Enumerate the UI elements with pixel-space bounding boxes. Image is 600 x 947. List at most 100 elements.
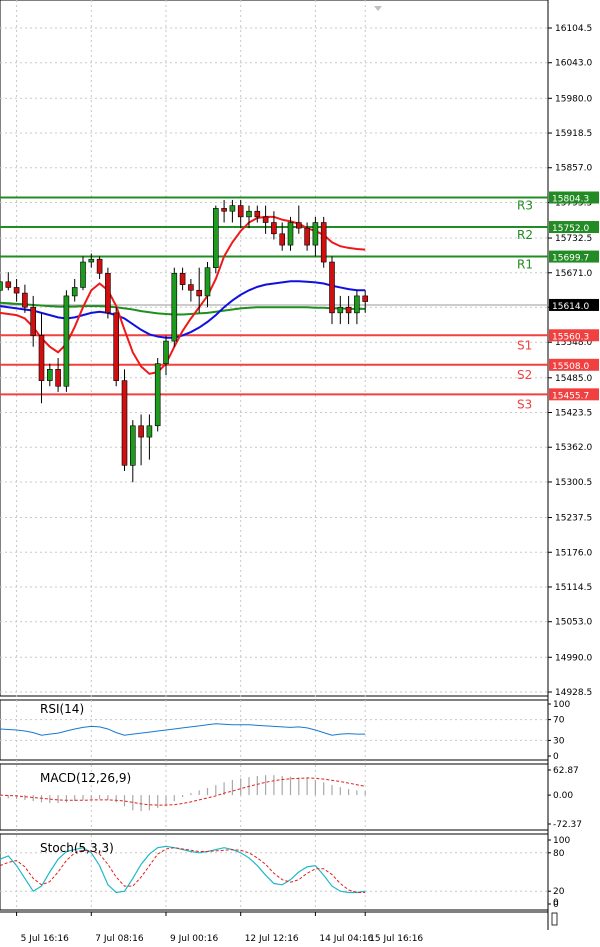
rsi-label: RSI(14) xyxy=(40,702,84,716)
candle-body xyxy=(55,369,61,387)
level-price-tag-s2 xyxy=(549,358,599,371)
stoch-tick-label: 100 xyxy=(553,836,570,846)
candle-body xyxy=(354,295,360,314)
candle-body xyxy=(171,273,178,342)
time-tick-label: 7 Jul 08:16 xyxy=(95,934,144,944)
ma-mid-line xyxy=(0,280,366,339)
price-tick-label: 14928.5 xyxy=(555,688,592,698)
price-tick-label: 15114.5 xyxy=(555,583,592,593)
price-tick-label: 15300.5 xyxy=(555,478,592,488)
panel-main xyxy=(0,0,549,697)
candle-body xyxy=(121,380,128,466)
price-tick-label: 15980.0 xyxy=(555,94,592,104)
candle-body xyxy=(105,273,111,314)
candle-body xyxy=(88,258,95,263)
candle-body xyxy=(13,287,20,294)
candle-body xyxy=(262,216,269,223)
candle-body xyxy=(329,261,335,314)
stoch-zero-label: 0 xyxy=(553,898,559,908)
candle-body xyxy=(271,222,277,235)
candle-body xyxy=(287,222,294,246)
level-price-tag-r2 xyxy=(549,221,599,234)
level-price-label-s1: 15560.3 xyxy=(552,332,589,342)
candle-body xyxy=(46,369,53,381)
macd-tick-label: 62.87 xyxy=(553,766,579,776)
level-price-label-s3: 15455.7 xyxy=(552,391,589,401)
stoch-tick-label: 0 xyxy=(553,900,559,910)
price-tick-label: 15857.0 xyxy=(555,164,592,174)
candle-body xyxy=(138,425,144,438)
price-tick-label: 15237.5 xyxy=(555,514,592,524)
candle-body xyxy=(279,233,286,246)
candle-body xyxy=(237,205,244,218)
candle-body xyxy=(213,208,219,268)
candle-body xyxy=(113,312,119,381)
time-tick-label: 9 Jul 00:16 xyxy=(170,934,219,944)
candle-body xyxy=(63,295,70,387)
price-tick-label: 15423.5 xyxy=(555,409,592,419)
level-label-s1: S1 xyxy=(517,338,532,352)
price-tick-label: 15053.0 xyxy=(555,618,592,628)
macd-tick-label: 0.00 xyxy=(553,791,573,801)
stoch-tick-label: 80 xyxy=(553,849,565,859)
candle-body xyxy=(320,222,327,263)
candle-body xyxy=(345,306,352,314)
rsi-tick-label: 70 xyxy=(553,716,565,726)
price-tick-label: 15485.0 xyxy=(555,374,592,384)
price-tick-label: 15548.0 xyxy=(555,338,592,348)
price-tick-label: 15732.5 xyxy=(555,234,592,244)
stoch-d-line xyxy=(0,847,366,893)
candle-body xyxy=(204,267,211,297)
candle-body xyxy=(154,363,161,427)
level-label-r2: R2 xyxy=(517,228,533,242)
time-tick-label: 5 Jul 16:16 xyxy=(21,934,70,944)
level-price-tag-r1 xyxy=(549,250,599,263)
candle-body xyxy=(146,425,153,438)
time-tick-label: 15 Jul 16:16 xyxy=(369,934,423,944)
candle-body xyxy=(196,289,202,297)
price-tick-label: 15671.0 xyxy=(555,269,592,279)
axis-scroll-icon xyxy=(551,912,558,926)
candle-body xyxy=(312,222,319,246)
candle-body xyxy=(246,210,252,218)
candle-body xyxy=(30,306,37,336)
price-tick-label: 14990.0 xyxy=(555,653,592,663)
candle-body xyxy=(96,258,103,274)
candle-body xyxy=(295,222,302,229)
stoch-label: Stoch(5,3,3) xyxy=(40,841,114,855)
price-tick-label: 16043.0 xyxy=(555,59,592,69)
level-price-tag-s1 xyxy=(549,329,599,342)
current-price-tag xyxy=(549,298,599,311)
candle-body xyxy=(38,335,45,381)
level-price-label-r3: 15804.3 xyxy=(552,195,589,205)
price-tick-label: 15918.5 xyxy=(555,129,592,139)
level-price-tag-r3 xyxy=(549,191,599,204)
macd-tick-label: -72.37 xyxy=(553,820,582,830)
time-tick-label: 12 Jul 12:16 xyxy=(245,934,299,944)
ma-fast-line xyxy=(0,215,366,375)
rsi-line xyxy=(0,723,366,736)
candle-body xyxy=(362,295,369,302)
price-tick-label: 16104.5 xyxy=(555,24,592,34)
rsi-tick-label: 100 xyxy=(553,700,570,710)
price-tick-label: 15176.0 xyxy=(555,548,592,558)
top-marker-icon xyxy=(374,6,382,11)
candle-body xyxy=(5,281,12,288)
level-label-r3: R3 xyxy=(517,199,533,213)
candle-body xyxy=(304,227,310,246)
stoch-tick-label: 20 xyxy=(553,887,565,897)
candle-body xyxy=(71,287,78,297)
candle-body xyxy=(337,306,344,314)
level-label-s2: S2 xyxy=(517,368,532,382)
candle-body xyxy=(221,208,227,212)
rsi-tick-label: 0 xyxy=(553,752,559,762)
level-label-r1: R1 xyxy=(517,258,533,272)
current-price-label: 15614.0 xyxy=(552,302,589,312)
candle-body xyxy=(130,425,136,466)
level-label-s3: S3 xyxy=(517,397,532,411)
rsi-tick-label: 30 xyxy=(553,736,565,746)
level-price-label-r1: 15699.7 xyxy=(552,254,589,264)
candle-body xyxy=(0,281,3,291)
level-price-label-r2: 15752.0 xyxy=(552,224,589,234)
